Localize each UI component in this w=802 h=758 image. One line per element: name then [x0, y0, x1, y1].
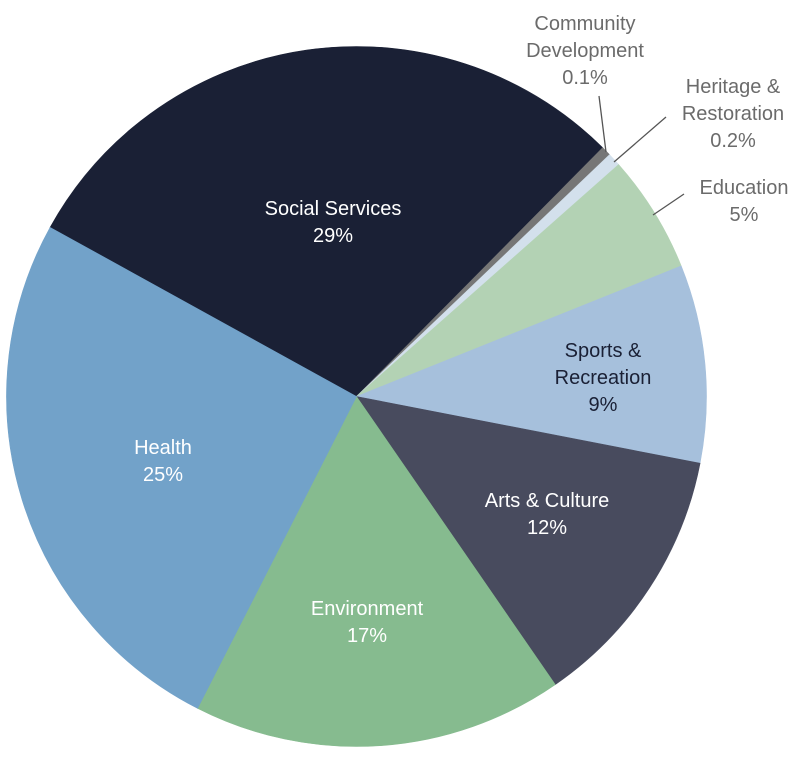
slice-name: Environment — [311, 598, 424, 620]
slice-label-community-development: Community Development 0.1% — [526, 13, 644, 89]
slice-label-sports-and-recreation: Sports & Recreation 9% — [555, 340, 652, 416]
slice-label-heritage-and-restoration: Heritage & Restoration 0.2% — [682, 76, 784, 152]
slice-label-arts-and-culture: Arts & Culture 12% — [485, 490, 609, 539]
slice-percent: 0.1% — [562, 67, 608, 89]
slice-percent: 25% — [143, 464, 183, 486]
slice-percent: 29% — [313, 225, 353, 247]
slice-percent: 17% — [347, 625, 387, 647]
pie-slices — [6, 46, 707, 747]
pie-slice-health — [6, 226, 357, 709]
pie-slice-arts-and-culture — [355, 396, 701, 686]
slice-name: Restoration — [682, 103, 784, 125]
slice-label-environment: Environment 17% — [311, 598, 424, 647]
slice-name: Development — [526, 40, 644, 62]
slice-label-education: Education 5% — [700, 177, 789, 226]
slice-percent: 5% — [730, 204, 759, 226]
slice-name: Education — [700, 177, 789, 199]
slice-name: Arts & Culture — [485, 490, 609, 512]
leader-line-heritage-and-restoration — [613, 116, 667, 163]
pie-slice-environment — [197, 395, 556, 747]
slice-label-health: Health 25% — [134, 437, 192, 486]
slice-name: Sports & — [565, 340, 642, 362]
leader-lines — [598, 95, 685, 216]
slice-percent: 9% — [589, 394, 618, 416]
slice-labels: Social Services 29% Community Development 0.… — [134, 13, 788, 647]
pie-slice-social-services — [49, 46, 604, 397]
leader-line-education — [652, 193, 685, 216]
slice-percent: 0.2% — [710, 130, 756, 152]
slice-name: Community — [534, 13, 635, 35]
slice-label-social-services: Social Services 29% — [265, 198, 402, 247]
slice-percent: 12% — [527, 517, 567, 539]
leader-line-community-development — [598, 95, 607, 153]
slice-name: Heritage & — [686, 76, 781, 98]
slice-name: Recreation — [555, 367, 652, 389]
pie-slice-sports-and-recreation — [355, 265, 707, 464]
slice-name: Health — [134, 437, 192, 459]
slice-name: Social Services — [265, 198, 402, 220]
